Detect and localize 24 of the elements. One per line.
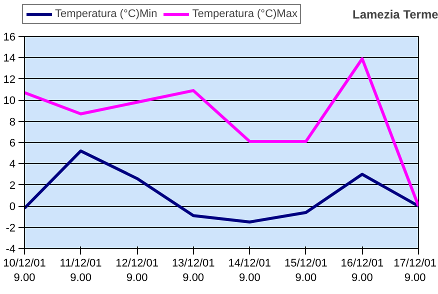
- y-tick-label: 0: [9, 201, 16, 214]
- y-tick-label: -2: [6, 222, 16, 234]
- x-tick-label: 10/12/01 9.00: [3, 258, 46, 284]
- chart-title: Lamezia Terme: [352, 8, 438, 22]
- x-tick-label: 15/12/01 9.00: [284, 258, 328, 284]
- x-tick-label: 17/12/01 9.00: [394, 258, 437, 284]
- y-tick-label: 2: [9, 180, 16, 192]
- y-tick-label: 10: [3, 95, 16, 108]
- x-tick-label: 13/12/01 9.00: [172, 258, 215, 284]
- y-tick-label: 4: [9, 158, 16, 171]
- x-tick-label: 14/12/01 9.00: [228, 258, 272, 284]
- y-tick-label: 8: [9, 116, 16, 128]
- line-series: [24, 149, 418, 224]
- line-series: [24, 57, 418, 208]
- legend-label: Temperatura (°C)Max: [192, 8, 298, 20]
- x-tick-label: 16/12/01 9.00: [340, 258, 384, 284]
- x-tick-label: 12/12/01 9.00: [116, 258, 158, 284]
- y-tick-label: 16: [3, 32, 16, 44]
- y-tick-label: 14: [3, 52, 16, 65]
- legend-label: Temperatura (°C)Min: [55, 8, 158, 20]
- y-tick-label: 12: [3, 74, 16, 86]
- y-tick-label: -4: [6, 244, 16, 256]
- y-tick-label: 6: [9, 138, 16, 150]
- x-tick-label: 11/12/01 9.00: [60, 258, 102, 284]
